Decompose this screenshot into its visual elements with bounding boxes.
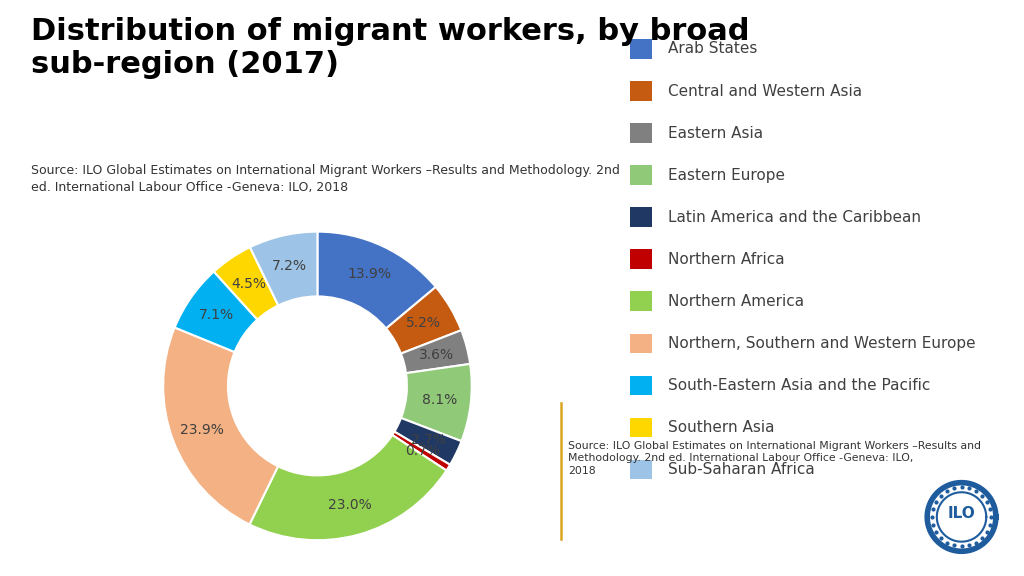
Wedge shape bbox=[214, 247, 279, 320]
Wedge shape bbox=[394, 418, 462, 465]
Text: 7.1%: 7.1% bbox=[199, 308, 233, 322]
Text: Northern, Southern and Western Europe: Northern, Southern and Western Europe bbox=[668, 336, 975, 351]
Wedge shape bbox=[392, 431, 451, 471]
Text: Northern America: Northern America bbox=[668, 294, 804, 309]
Wedge shape bbox=[386, 287, 462, 354]
Text: Sub-Saharan Africa: Sub-Saharan Africa bbox=[668, 462, 814, 477]
Text: 2.7%: 2.7% bbox=[411, 433, 446, 447]
Text: Central and Western Asia: Central and Western Asia bbox=[668, 84, 862, 98]
Text: 23.0%: 23.0% bbox=[328, 498, 372, 512]
Wedge shape bbox=[317, 232, 436, 328]
Text: Distribution of migrant workers, by broad
sub-region (2017): Distribution of migrant workers, by broa… bbox=[31, 17, 750, 79]
Text: Source: ILO Global Estimates on International Migrant Workers –Results and
Metho: Source: ILO Global Estimates on Internat… bbox=[568, 441, 981, 476]
Wedge shape bbox=[250, 232, 317, 305]
Wedge shape bbox=[163, 328, 279, 524]
Text: 8.1%: 8.1% bbox=[423, 393, 458, 407]
Wedge shape bbox=[400, 330, 470, 373]
Wedge shape bbox=[175, 271, 257, 352]
Wedge shape bbox=[401, 364, 472, 441]
Text: Eastern Asia: Eastern Asia bbox=[668, 126, 763, 141]
Text: 3.6%: 3.6% bbox=[419, 348, 455, 362]
Wedge shape bbox=[250, 435, 446, 540]
Text: Source: ILO Global Estimates on International Migrant Workers –Results and Metho: Source: ILO Global Estimates on Internat… bbox=[31, 164, 620, 194]
Text: 13.9%: 13.9% bbox=[348, 267, 392, 281]
Text: 4.5%: 4.5% bbox=[230, 276, 266, 291]
Text: Arab States: Arab States bbox=[668, 41, 757, 56]
Text: Latin America and the Caribbean: Latin America and the Caribbean bbox=[668, 210, 921, 225]
Text: Northern Africa: Northern Africa bbox=[668, 252, 784, 267]
Text: 23.9%: 23.9% bbox=[180, 423, 224, 437]
Text: 0.7%: 0.7% bbox=[404, 444, 439, 458]
Text: Eastern Europe: Eastern Europe bbox=[668, 168, 784, 183]
Text: South-Eastern Asia and the Pacific: South-Eastern Asia and the Pacific bbox=[668, 378, 930, 393]
Text: 7.2%: 7.2% bbox=[272, 259, 307, 272]
Text: Southern Asia: Southern Asia bbox=[668, 420, 774, 435]
Text: 5.2%: 5.2% bbox=[407, 316, 441, 330]
Text: ILO: ILO bbox=[947, 506, 976, 521]
